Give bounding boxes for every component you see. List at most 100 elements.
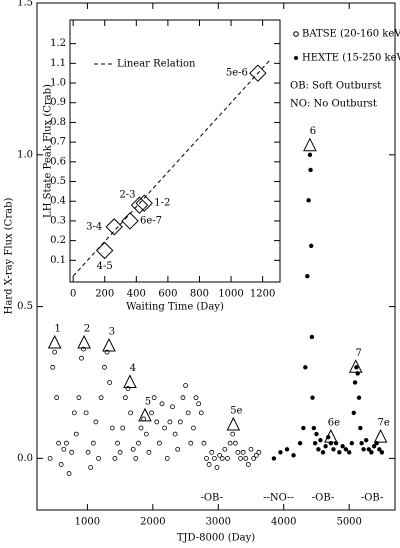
data-point <box>230 431 236 437</box>
data-point <box>54 395 60 401</box>
region-label: -OB- <box>312 492 335 503</box>
peak-label: 7 <box>356 348 362 359</box>
data-point <box>198 410 204 416</box>
legend-label: HEXTE (15-250 keV) <box>302 53 400 64</box>
data-point <box>76 395 82 401</box>
y-tick-label: 1.0 <box>50 78 66 89</box>
data-point <box>58 462 64 467</box>
data-point <box>314 431 319 437</box>
inset-point-label: 3-4 <box>86 221 102 232</box>
data-point <box>81 346 86 352</box>
data-point <box>371 444 377 449</box>
x-tick-label: 600 <box>158 289 177 300</box>
data-point <box>219 455 225 461</box>
data-point <box>232 440 238 446</box>
data-point <box>138 425 144 431</box>
peak-marker <box>373 429 388 443</box>
data-point <box>331 447 336 452</box>
data-point <box>128 410 133 416</box>
data-point <box>318 437 323 443</box>
data-point <box>71 410 77 416</box>
peak-marker <box>226 416 241 431</box>
y-tick-label: 0.5 <box>17 301 33 312</box>
data-point <box>170 404 175 410</box>
y-tick-label: 0.8 <box>50 117 66 128</box>
x-tick-label: 400 <box>127 289 146 300</box>
data-point <box>310 395 315 400</box>
y-tick-label: 0.9 <box>50 97 66 108</box>
data-point <box>159 401 165 407</box>
data-point <box>366 447 372 452</box>
data-point <box>172 431 178 437</box>
region-label: -OB- <box>361 492 384 503</box>
data-point <box>211 455 217 461</box>
data-point <box>245 462 251 467</box>
inset-point-label: 1-2 <box>154 198 170 209</box>
data-point <box>180 395 186 401</box>
data-point <box>50 364 56 370</box>
plot-frame <box>36 2 396 511</box>
data-point <box>316 447 321 452</box>
data-point <box>193 395 199 401</box>
data-point <box>323 444 328 449</box>
data-point <box>369 450 374 455</box>
data-point <box>346 450 352 455</box>
data-point <box>120 425 126 431</box>
inset-point <box>130 196 149 214</box>
region-label: -OB- <box>200 492 223 503</box>
data-point <box>349 441 355 446</box>
data-point <box>204 455 209 461</box>
data-point <box>85 449 91 455</box>
data-point <box>225 455 230 461</box>
data-point <box>312 441 318 446</box>
data-point <box>320 450 326 455</box>
data-point <box>308 167 313 173</box>
legend-symbol <box>293 31 299 37</box>
y-tick-label: 0.2 <box>50 235 66 246</box>
data-point <box>93 419 99 425</box>
note: NO: No Outburst <box>290 99 377 110</box>
peak-marker <box>303 137 317 152</box>
data-point <box>107 380 113 385</box>
peak-marker <box>47 334 62 349</box>
plot-frame <box>69 19 281 283</box>
data-point <box>248 446 254 452</box>
inset-point-label: 4-5 <box>97 261 113 272</box>
data-point <box>201 440 207 446</box>
region-label: --NO-- <box>263 492 294 503</box>
inset-y-axis-label: LH State Peak Flux (Crab) <box>43 84 54 218</box>
data-point <box>149 410 154 416</box>
data-point <box>352 380 358 385</box>
inset-point <box>96 241 114 260</box>
y-tick-label: 0.5 <box>50 176 66 187</box>
data-point <box>73 431 79 437</box>
data-point <box>356 395 362 400</box>
data-point <box>235 449 241 455</box>
inset-point <box>105 218 123 236</box>
data-point <box>297 441 303 446</box>
data-point <box>359 441 364 446</box>
data-point <box>115 440 120 446</box>
y-axis-label: Hard X-ray Flux (Crab) <box>4 198 15 315</box>
data-point <box>88 465 94 470</box>
data-point <box>251 455 257 461</box>
data-point <box>340 444 345 449</box>
x-tick-label: 3000 <box>206 517 231 528</box>
data-point <box>69 449 75 455</box>
y-tick-label: 0.7 <box>50 137 66 148</box>
data-point <box>196 401 202 407</box>
x-tick-label: 2000 <box>140 517 165 528</box>
peak-label: 6 <box>310 126 316 137</box>
x-tick-label: 800 <box>190 289 209 300</box>
data-point <box>214 465 220 470</box>
x-tick-label: 1000 <box>218 289 243 300</box>
data-point <box>256 449 262 455</box>
data-point <box>112 455 118 461</box>
y-tick-label: 1.0 <box>17 149 33 160</box>
y-tick-label: 0.3 <box>50 215 66 226</box>
data-point <box>185 410 191 416</box>
peak-label: 4 <box>130 363 136 374</box>
data-point <box>209 449 215 455</box>
data-point <box>183 383 188 388</box>
data-point <box>243 455 249 461</box>
